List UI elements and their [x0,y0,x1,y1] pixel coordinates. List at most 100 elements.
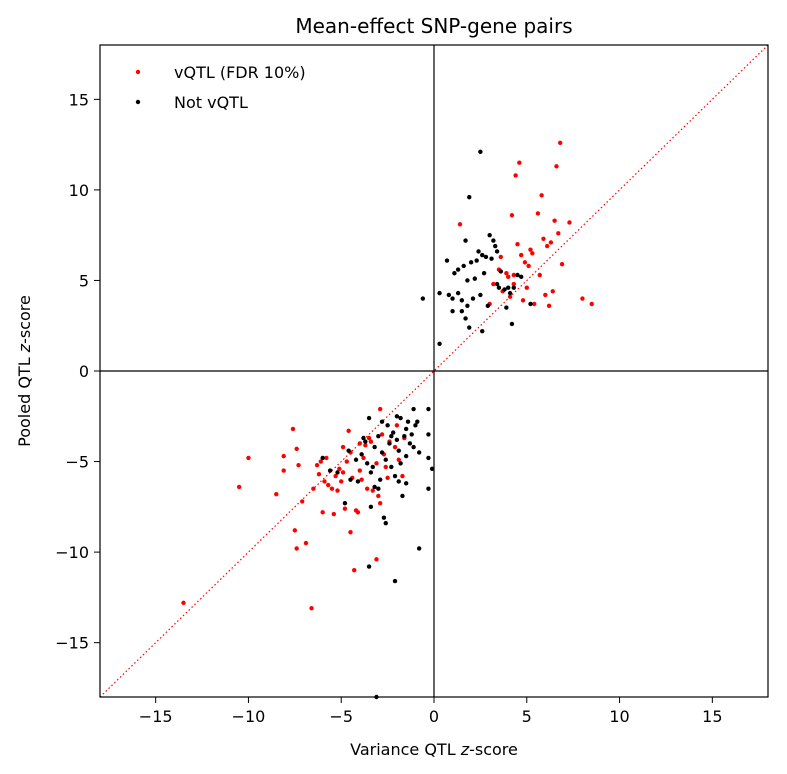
data-point [403,426,409,432]
data-point [374,461,379,466]
data-point [337,466,342,471]
data-point [335,470,340,475]
series-1 [320,149,533,700]
y-tick-label: 10 [69,181,89,200]
data-point [372,484,377,490]
data-point [470,296,476,301]
data-point [326,482,331,488]
x-tick-label: 10 [609,707,629,726]
chart-title: Mean-effect SNP-gene pairs [295,14,572,38]
data-point [363,439,368,444]
data-point [461,263,466,269]
data-point [320,455,325,461]
data-point [437,290,442,296]
data-point [246,455,251,461]
data-point [452,271,457,276]
data-point [474,258,479,263]
data-point [333,473,338,479]
data-point [446,292,452,298]
data-point [457,222,463,227]
data-point [398,415,403,421]
data-point [365,461,370,466]
data-point [550,289,555,294]
y-axis-ticks: −15 −10 −5 0 5 10 15 [55,90,100,653]
data-point [376,434,381,439]
x-tick-label: 0 [429,707,439,726]
data-point [494,249,500,254]
data-point [403,481,409,486]
y-tick-label: −10 [55,543,89,562]
data-point [409,432,414,437]
data-point [480,252,485,258]
data-point [506,285,511,290]
data-point [478,149,483,155]
y-tick-label: −5 [65,453,89,472]
data-point [537,272,542,278]
data-point [528,301,533,307]
data-point [485,303,491,308]
data-point [491,281,496,287]
legend-marker-vqtl [135,69,141,75]
data-point [552,218,557,223]
data-point [335,488,340,493]
data-point [589,301,594,307]
data-point [415,419,420,424]
data-point [296,462,301,468]
data-point [389,434,394,439]
data-point [498,269,503,274]
x-tick-label: 5 [522,707,532,726]
data-point [368,470,374,475]
data-point [348,477,353,482]
data-point [379,419,385,424]
data-point [311,486,316,491]
data-point [487,232,492,238]
data-point [281,453,286,459]
data-point [459,298,465,303]
data-point [236,484,242,490]
x-axis-ticks: −15 −10 −5 0 5 10 15 [139,697,723,726]
data-point [559,261,565,267]
data-point [476,249,481,254]
legend-marker-not-vqtl [135,99,141,105]
data-point [327,468,333,473]
data-point [459,309,465,314]
data-point [506,274,511,280]
data-point [413,423,418,428]
data-point [511,272,516,278]
data-point [411,444,416,450]
data-point [377,501,383,506]
data-point [530,251,535,256]
data-point [361,455,366,461]
data-point [316,472,322,477]
data-point [429,466,435,471]
data-point [426,455,431,461]
data-point [517,160,522,165]
data-point [359,452,364,457]
data-point [381,515,387,520]
data-point [370,488,375,493]
data-point [342,501,348,506]
data-point [455,267,461,272]
data-point [392,473,398,479]
data-point [366,435,372,441]
data-point [344,459,349,464]
data-point [385,423,390,428]
x-tick-label: −15 [139,707,173,726]
data-point [426,486,431,491]
points-layer [181,140,594,700]
data-point [322,479,327,484]
data-point [515,242,520,247]
data-point [396,457,401,462]
series-0 [181,140,594,611]
data-point [483,254,489,260]
data-point [543,292,548,298]
data-point [281,468,286,473]
data-point [491,238,496,243]
x-tick-label: 15 [702,707,722,726]
data-point [372,444,377,450]
data-point [494,281,500,287]
data-point [379,432,385,437]
legend-label-vqtl: vQTL (FDR 10%) [174,63,306,82]
data-point [377,477,383,482]
data-point [532,301,537,307]
